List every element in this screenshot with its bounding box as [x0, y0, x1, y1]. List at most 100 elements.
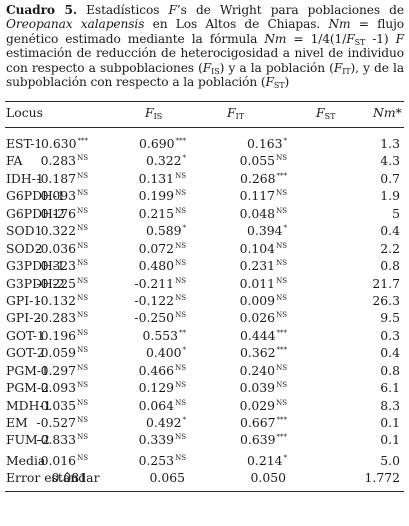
cell-fst: 0.231NS [240, 257, 287, 277]
cell-nm-value: 0.3 [380, 327, 400, 343]
cell-locus-value: GOT-1 [6, 327, 45, 343]
cell-fst-value: 0.214 [247, 453, 283, 468]
header-fis: FIS [145, 104, 162, 121]
significance-mark: NS [77, 276, 88, 285]
cell-locus: G6PDH-1 [6, 187, 65, 204]
cell-fst: 0.009NS [240, 292, 287, 312]
cell-locus: GPI-2 [6, 309, 41, 326]
caption-label: Cuadro 5. [6, 3, 77, 17]
cell-fit-value: 0.215 [138, 205, 175, 221]
top-rule [5, 101, 404, 102]
cell-fis-value: -0.225 [36, 275, 77, 291]
cell-fis-value: -0.132 [36, 292, 77, 308]
significance-mark: NS [175, 433, 186, 442]
cell-fis-value: 0.322 [40, 223, 77, 239]
cell-nm: 0.3 [380, 327, 400, 344]
cell-locus-value: G3PDH-1 [6, 258, 65, 274]
cell-fis: 0.093NS [41, 187, 88, 207]
cell-fst: 0.104NS [240, 240, 287, 260]
cell-nm-value: 2.2 [380, 240, 400, 256]
cell-fit: 0.199NS [139, 187, 186, 207]
significance-mark: *** [276, 171, 288, 180]
cell-fis-value: 0.323 [40, 258, 77, 274]
significance-mark: NS [77, 328, 88, 337]
cell-fis: 0.093NS [41, 379, 88, 399]
significance-mark: NS [276, 154, 287, 163]
cell-locus-value: IDH-1 [6, 170, 44, 186]
table-row: FA 0.283NS 0.322* 0.055NS 4.3 [5, 152, 404, 169]
cell-fit: 0.492* [146, 414, 186, 434]
cell-fst: 0.055NS [240, 152, 287, 172]
cell-locus: GPI-1 [6, 292, 41, 309]
cell-nm: 5 [392, 205, 400, 222]
cell-nm: 4.3 [380, 152, 400, 169]
cell-fit-value: 0.690 [139, 136, 175, 151]
cell-fit-value: -0.211 [134, 275, 175, 291]
cell-fis: 0.059NS [41, 344, 88, 364]
cell-fst-value: 0.362 [240, 345, 276, 361]
cell-nm-value: 1.9 [380, 188, 400, 204]
significance-mark: NS [276, 241, 287, 250]
cell-fst: 0.163* [247, 135, 287, 155]
cell-locus: EST-1 [6, 135, 42, 152]
cell-fst-value: 0.444 [240, 327, 276, 343]
cell-fis: -0.132NS [36, 292, 88, 312]
cell-locus-value: PGM-2 [6, 380, 49, 396]
cell-locus: FUM-2 [6, 431, 50, 448]
significance-mark: *** [276, 328, 288, 337]
cell-fit-value: 0.480 [138, 258, 175, 274]
cell-nm: 0.8 [380, 257, 400, 274]
cell-locus: G3PDH-2 [6, 275, 65, 292]
cell-locus: GOT-2 [6, 344, 45, 361]
cell-fit-value: 0.072 [138, 240, 175, 256]
significance-mark: NS [276, 363, 287, 372]
cell-fis: -0.527NS [36, 414, 88, 434]
table-row: Error estándar 0.081 0.065 0.050 1.772 [5, 469, 404, 486]
caption-text: ) y a la población ( [219, 60, 334, 75]
cell-fit: 0.322* [146, 152, 186, 172]
cell-fis-value: -0.283 [36, 310, 77, 326]
cell-fis: -0.833NS [36, 431, 88, 451]
cell-fst-value: 0.639 [240, 432, 276, 448]
cell-fis-value: 0.283 [40, 153, 77, 169]
significance-mark: ** [179, 328, 186, 337]
cell-fst-value: 0.048 [239, 205, 276, 221]
cell-locus-value: GPI-2 [6, 310, 42, 326]
cell-fit-value: 0.129 [138, 380, 175, 396]
cell-fis: -0.283NS [36, 309, 88, 329]
caption-species: Oreopanax xalapensis [6, 17, 145, 32]
cell-fit: 0.400* [146, 344, 186, 364]
significance-mark: NS [175, 293, 186, 302]
cell-fis-value: 0.196 [40, 327, 77, 343]
cell-fis-value: 0.630 [41, 136, 77, 151]
cell-fst: 0.214* [247, 452, 287, 472]
cell-fst: 0.268*** [240, 170, 287, 190]
table-row: GOT-2 0.059NS 0.400* 0.362*** 0.4 [5, 344, 404, 361]
significance-mark: NS [276, 398, 287, 407]
significance-mark: NS [77, 189, 88, 198]
cell-nm-value: 1.772 [364, 470, 400, 486]
header-fst-subscript: ST [324, 112, 336, 121]
cell-fit: 0.480NS [139, 257, 186, 277]
table-row: GPI-1 -0.132NS -0.122NS 0.009NS 26.3 [5, 292, 404, 309]
cell-fit: 0.065 [150, 469, 186, 489]
cell-locus: PGM-2 [6, 379, 49, 396]
cell-fit: 0.553** [143, 327, 186, 347]
cell-fit: -0.211NS [134, 275, 186, 295]
table-caption: Cuadro 5. Estadísticos F’s de Wright par… [6, 3, 404, 90]
cell-locus-value: SOD1 [6, 223, 43, 239]
significance-mark: * [283, 137, 288, 145]
significance-mark: NS [77, 433, 88, 442]
cell-fit-value: 0.553 [142, 327, 178, 343]
significance-mark: NS [175, 171, 186, 180]
significance-mark: NS [77, 416, 88, 424]
cell-fit: 0.215NS [139, 205, 186, 225]
table-row: EST-1 0.630*** 0.690*** 0.163* 1.3 [5, 135, 404, 152]
significance-mark: NS [77, 224, 88, 233]
cell-nm: 26.3 [372, 292, 400, 309]
cell-fis-value: 0.093 [40, 188, 77, 204]
cell-fst: 0.117NS [240, 187, 287, 207]
header-fis-symbol: F [145, 105, 154, 120]
significance-mark: * [182, 346, 187, 355]
caption-text: ’s de Wright para poblaciones de [176, 3, 404, 17]
